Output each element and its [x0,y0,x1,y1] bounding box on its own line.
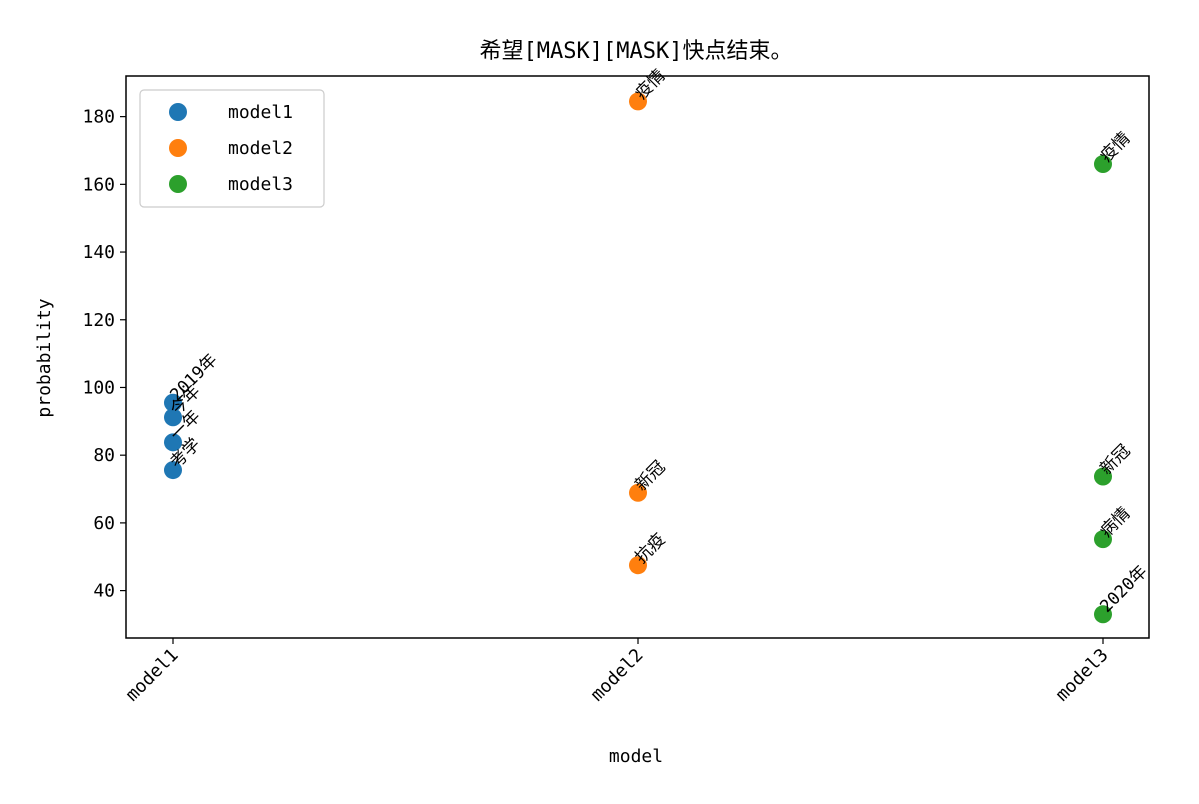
data-point [629,483,647,502]
y-tick-label: 100 [82,377,115,398]
chart-title: 希望[MASK][MASK]快点结束。 [480,39,793,64]
y-tick-label: 120 [82,310,115,331]
data-point [164,433,182,452]
x-tick-label: model1 [122,645,183,706]
x-axis: model1 model2 model3 [122,638,1113,706]
x-axis-label: model [609,746,663,767]
y-tick-label: 180 [82,107,115,128]
data-point [164,408,182,427]
legend-label: model2 [228,138,293,159]
legend-marker [169,139,187,157]
legend-box [139,89,325,208]
x-tick-label: model3 [1052,645,1113,706]
y-tick-label: 160 [82,174,115,195]
point-label: 2020年 [1096,562,1151,617]
data-point [1094,155,1112,174]
data-point [629,556,647,575]
y-tick-label: 60 [93,513,115,534]
data-point [164,393,182,412]
legend-label: model1 [228,102,293,123]
data-point [629,92,647,111]
data-point [1094,605,1112,624]
y-axis: 40 60 80 100 120 140 160 180 [82,107,126,602]
data-point [164,461,182,480]
x-tick-label: model2 [587,645,648,706]
data-points [164,92,1112,624]
data-point [1094,530,1112,549]
legend-marker [169,103,187,121]
data-point [1094,467,1112,486]
y-tick-label: 80 [93,445,115,466]
legend-label: model3 [228,174,293,195]
legend: model1 model2 model3 [139,89,325,208]
y-axis-label: probability [34,298,55,417]
legend-marker [169,175,187,193]
y-tick-label: 40 [93,581,115,602]
y-tick-label: 140 [82,242,115,263]
